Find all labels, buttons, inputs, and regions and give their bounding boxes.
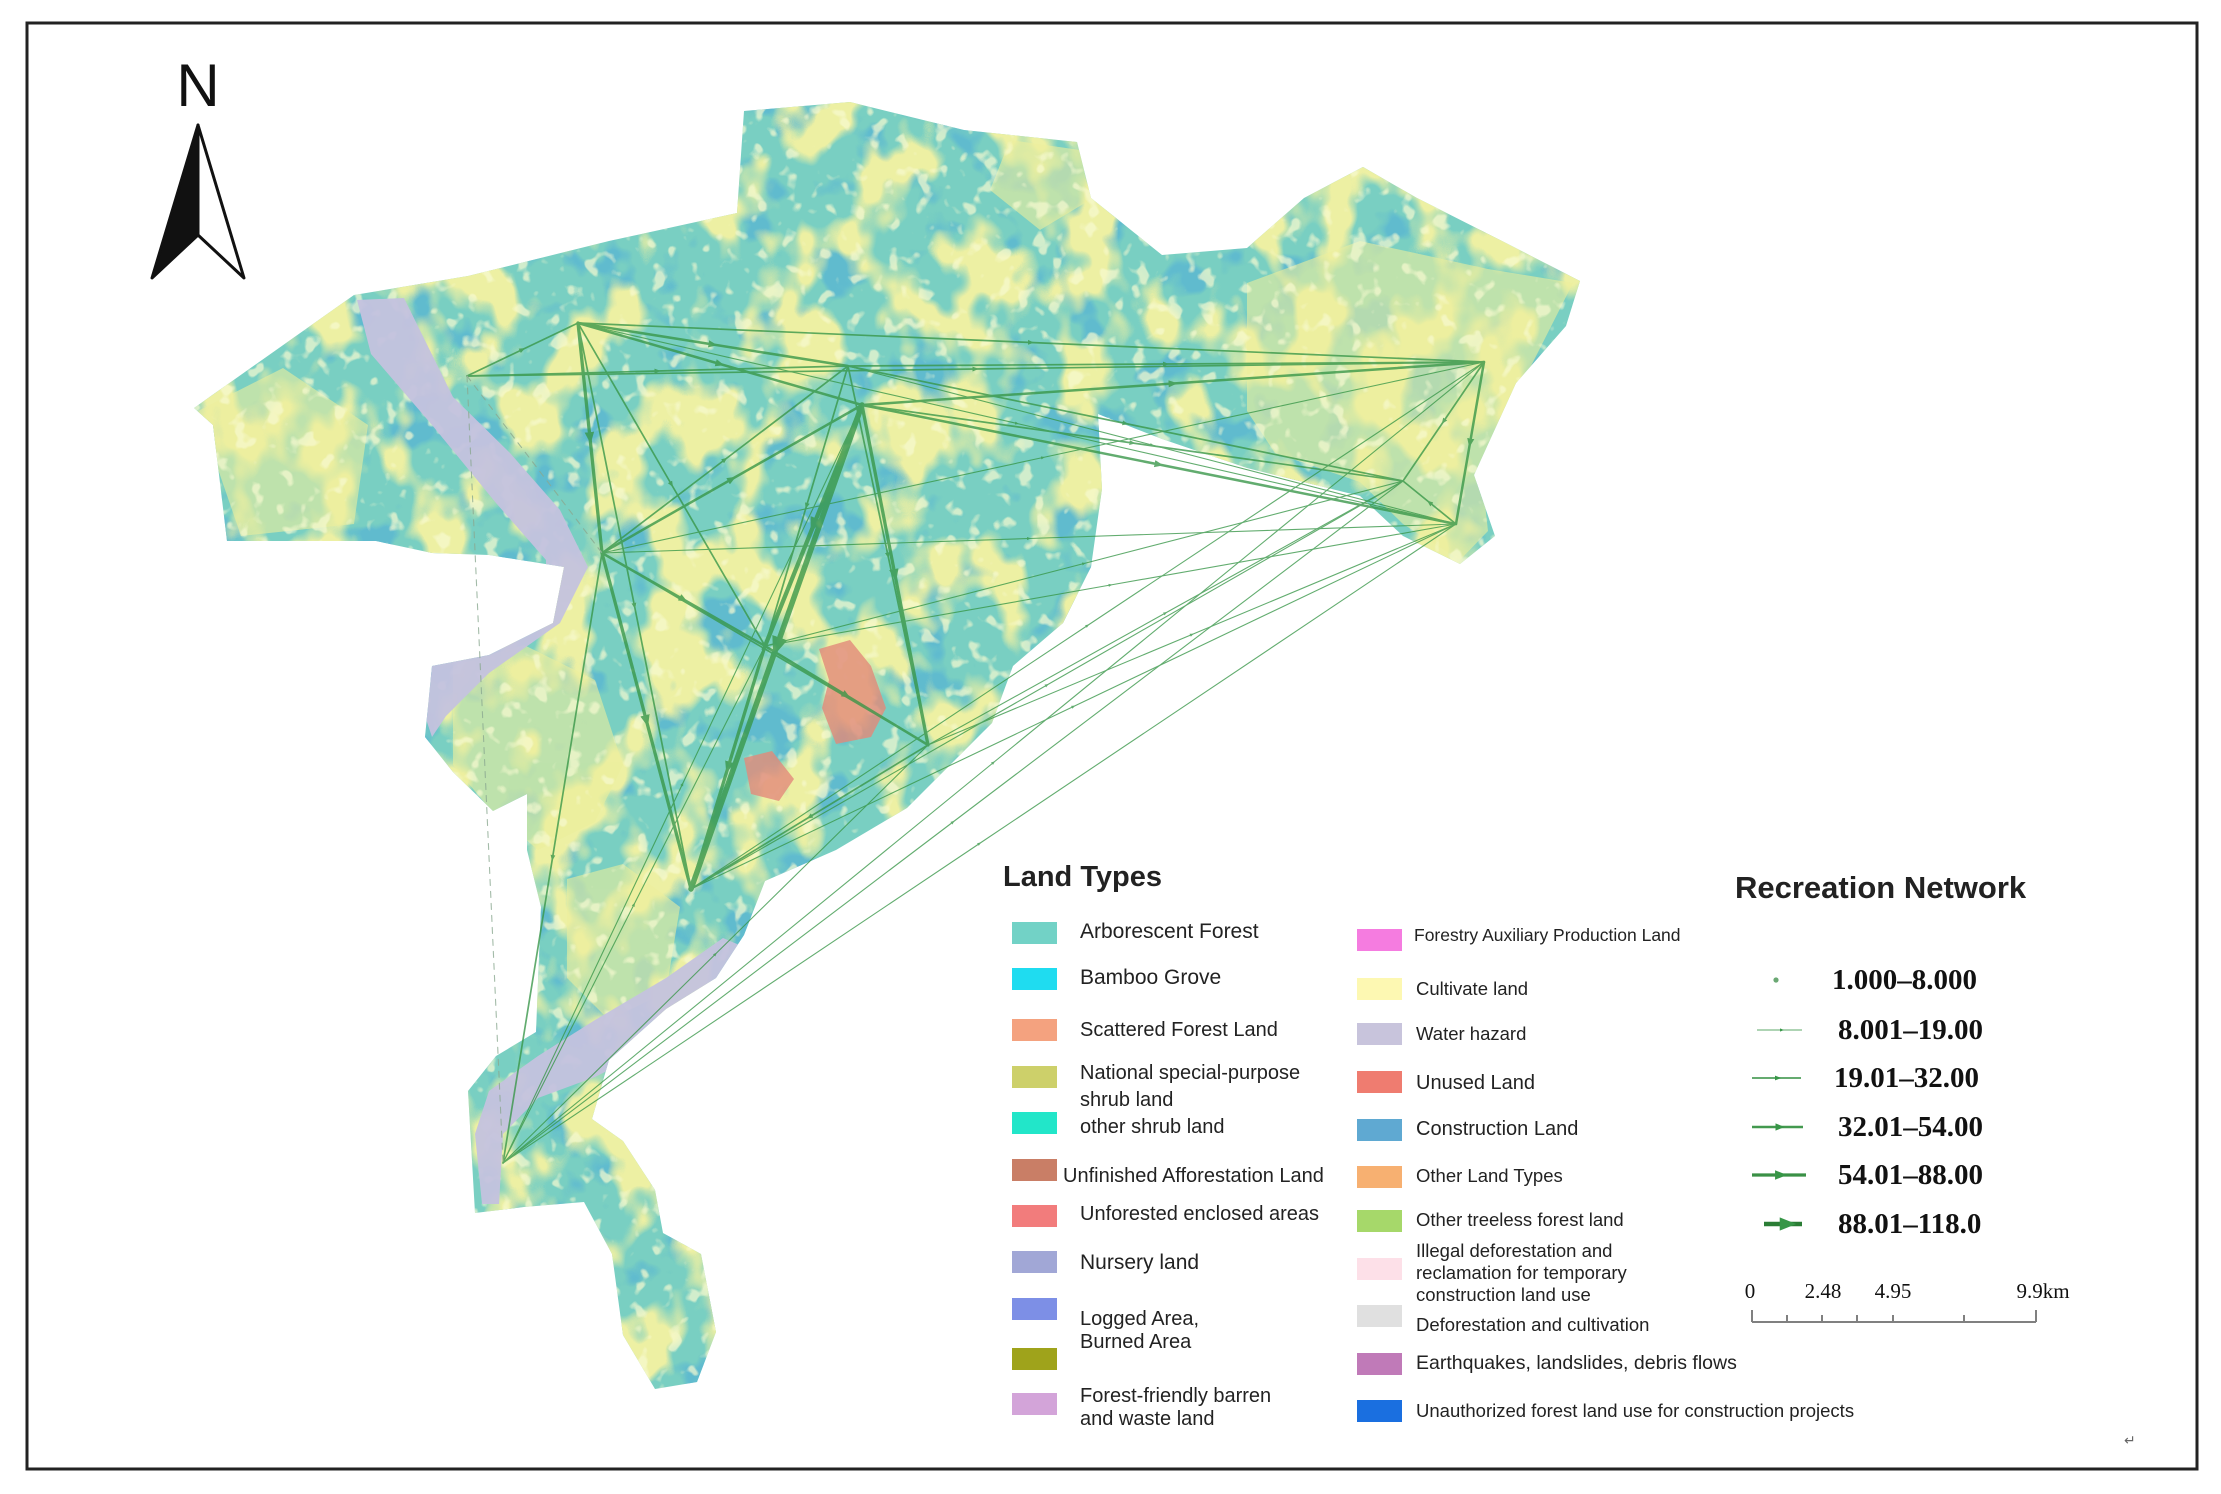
legend-label-water-hazard: Water hazard	[1416, 1023, 1526, 1045]
legend-swatch-other-land-types	[1357, 1166, 1402, 1188]
legend-label-nursery: Nursery land	[1080, 1251, 1199, 1275]
legend-label-other-land-types: Other Land Types	[1416, 1165, 1563, 1187]
legend-label-deforestation-cultivation: Deforestation and cultivation	[1416, 1314, 1649, 1336]
legend-label-unused-land: Unused Land	[1416, 1072, 1535, 1094]
legend-swatch-earthquakes	[1357, 1353, 1402, 1375]
network-class-4-label: 32.01–54.00	[1838, 1111, 1983, 1143]
legend-swatch-arborescent-forest	[1012, 922, 1057, 944]
network-class-6-label: 88.01–118.0	[1838, 1208, 1981, 1240]
network-class-3-label: 19.01–32.00	[1834, 1062, 1979, 1094]
legend-swatch-other-treeless	[1357, 1210, 1402, 1232]
north-label: N	[176, 52, 219, 119]
legend-label-forest-friendly-barren: Forest-friendly barren and waste land	[1080, 1385, 1271, 1431]
legend-swatch-forest-friendly-barren	[1012, 1393, 1057, 1415]
legend-swatch-unforested-enclosed	[1012, 1205, 1057, 1227]
legend-label-bamboo-grove: Bamboo Grove	[1080, 966, 1221, 990]
legend-label-earthquakes: Earthquakes, landslides, debris flows	[1416, 1352, 1737, 1374]
legend-label-construction-land: Construction Land	[1416, 1118, 1578, 1140]
legend-label-illegal-deforestation: Illegal deforestation and reclamation for…	[1416, 1240, 1627, 1306]
legend-label-other-treeless: Other treeless forest land	[1416, 1209, 1624, 1231]
legend-swatch-logged-area	[1012, 1298, 1057, 1320]
legend-label-cultivate-land: Cultivate land	[1416, 978, 1528, 1000]
network-class-2-label: 8.001–19.00	[1838, 1014, 1983, 1046]
legend-swatch-burned-area	[1012, 1348, 1057, 1370]
legend-label-special-shrub: National special-purpose shrub land	[1080, 1060, 1300, 1114]
scale-label-2: 4.95	[1875, 1279, 1912, 1303]
legend-swatch-nursery	[1012, 1251, 1057, 1273]
legend-swatch-scattered-forest	[1012, 1019, 1057, 1041]
legend-swatch-unused-land	[1357, 1071, 1402, 1093]
legend-label-forestry-auxiliary: Forestry Auxiliary Production Land	[1414, 924, 1681, 946]
legend-label-unforested-enclosed: Unforested enclosed areas	[1080, 1202, 1319, 1226]
legend-swatch-deforestation-cultivation	[1357, 1305, 1402, 1327]
recreation-network-legend-symbols	[1752, 977, 1806, 1224]
network-class-1-symbol	[1773, 977, 1778, 982]
return-mark: ↵	[2124, 1433, 2136, 1449]
legend-label-unauthorized-use: Unauthorized forest land use for constru…	[1416, 1400, 1854, 1422]
legend-label-arborescent-forest: Arborescent Forest	[1080, 920, 1259, 944]
network-class-1-label: 1.000–8.000	[1832, 964, 1977, 996]
recreation-network-title: Recreation Network	[1735, 870, 2026, 906]
scale-label-1: 2.48	[1805, 1279, 1842, 1303]
legend-swatch-water-hazard	[1357, 1023, 1402, 1045]
legend-swatch-construction-land	[1357, 1119, 1402, 1141]
network-class-5-label: 54.01–88.00	[1838, 1159, 1983, 1191]
scale-label-3: 9.9km	[2016, 1279, 2069, 1303]
scale-bar	[1752, 1310, 2036, 1322]
study-area-map	[180, 95, 1590, 1395]
legend-swatch-other-shrub	[1012, 1112, 1057, 1134]
legend-swatch-illegal-deforestation	[1357, 1258, 1402, 1280]
legend-swatch-unfinished-afforestation	[1012, 1159, 1057, 1181]
legend-swatch-special-shrub	[1012, 1066, 1057, 1088]
legend-label-unfinished-afforestation: Unfinished Afforestation Land	[1063, 1164, 1324, 1188]
legend-swatch-unauthorized-use	[1357, 1400, 1402, 1422]
legend-label-scattered-forest: Scattered Forest Land	[1080, 1018, 1278, 1042]
legend-swatch-forestry-auxiliary	[1357, 929, 1402, 951]
legend-label-logged-burned: Logged Area, Burned Area	[1080, 1308, 1199, 1354]
legend-swatch-cultivate-land	[1357, 978, 1402, 1000]
legend-swatch-bamboo-grove	[1012, 968, 1057, 990]
legend-label-other-shrub: other shrub land	[1080, 1115, 1225, 1139]
north-arrow-icon: N	[152, 52, 244, 278]
scale-label-0: 0	[1745, 1279, 1756, 1303]
land-types-title: Land Types	[1003, 861, 1162, 894]
